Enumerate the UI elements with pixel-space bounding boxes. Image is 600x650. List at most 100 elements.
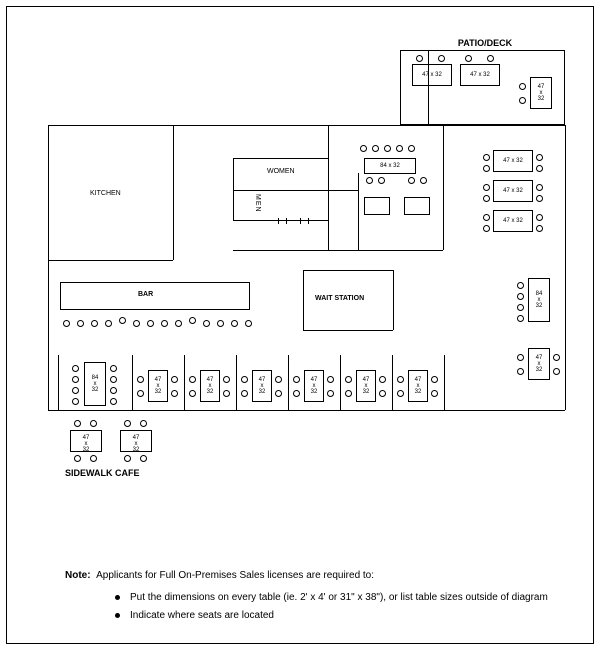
t-label: 47 x 32 bbox=[357, 377, 375, 395]
small-box bbox=[404, 197, 430, 215]
seat bbox=[372, 145, 379, 152]
table: 47 x 32 bbox=[493, 150, 533, 172]
seat bbox=[378, 177, 385, 184]
wall bbox=[565, 125, 566, 410]
wall bbox=[428, 50, 429, 125]
seat bbox=[189, 390, 196, 397]
seat bbox=[77, 320, 84, 327]
table: 47 x 32 bbox=[528, 348, 550, 380]
sidewalk-table-2: 47 x 32 bbox=[120, 430, 152, 452]
wall bbox=[303, 270, 304, 330]
seat bbox=[217, 320, 224, 327]
seat bbox=[397, 376, 404, 383]
seat bbox=[483, 225, 490, 232]
booth: 47 x 32 bbox=[200, 370, 220, 402]
seat bbox=[408, 177, 415, 184]
t-label: 47 x 32 bbox=[305, 377, 323, 395]
wall bbox=[233, 220, 328, 221]
seat bbox=[110, 398, 117, 405]
bullet-text: Indicate where seats are located bbox=[130, 610, 274, 621]
t-label: 47 x 32 bbox=[494, 218, 532, 224]
t-label: 47 x 32 bbox=[149, 377, 167, 395]
seat bbox=[517, 282, 524, 289]
seat bbox=[536, 225, 543, 232]
wall bbox=[48, 125, 428, 126]
bullet-icon bbox=[115, 613, 120, 618]
booth: 47 x 32 bbox=[356, 370, 376, 402]
seat bbox=[553, 354, 560, 361]
seat bbox=[536, 195, 543, 202]
seat bbox=[161, 320, 168, 327]
seat bbox=[175, 320, 182, 327]
seat bbox=[384, 145, 391, 152]
seat bbox=[245, 320, 252, 327]
seat bbox=[223, 390, 230, 397]
seat bbox=[74, 420, 81, 427]
seat bbox=[189, 376, 196, 383]
seat bbox=[327, 390, 334, 397]
seat bbox=[536, 154, 543, 161]
wall bbox=[48, 260, 173, 261]
divider bbox=[184, 355, 185, 410]
wall bbox=[48, 125, 49, 305]
bar-label: BAR bbox=[138, 291, 153, 298]
divider bbox=[288, 355, 289, 410]
seat bbox=[241, 390, 248, 397]
bullet-text: Put the dimensions on every table (ie. 2… bbox=[130, 592, 548, 603]
seat bbox=[345, 376, 352, 383]
seat bbox=[275, 376, 282, 383]
seat bbox=[408, 145, 415, 152]
seat bbox=[105, 320, 112, 327]
seat bbox=[189, 317, 196, 324]
table: 47 x 32 bbox=[493, 180, 533, 202]
seat bbox=[74, 455, 81, 462]
t-label: 47 x 32 bbox=[413, 72, 451, 78]
wall bbox=[233, 250, 443, 251]
t-label: 47 x 32 bbox=[121, 435, 151, 453]
seat bbox=[90, 455, 97, 462]
seat bbox=[483, 154, 490, 161]
seat bbox=[171, 376, 178, 383]
booth: 47 x 32 bbox=[304, 370, 324, 402]
patio-table-1: 47 x 32 bbox=[412, 64, 452, 86]
seat bbox=[327, 376, 334, 383]
wall bbox=[328, 125, 329, 250]
t-label: 47 x 32 bbox=[494, 188, 532, 194]
wall bbox=[233, 158, 234, 220]
seat bbox=[483, 214, 490, 221]
seat bbox=[63, 320, 70, 327]
t-label: 47 x 32 bbox=[253, 377, 271, 395]
wall bbox=[358, 173, 359, 250]
t-label: 47 x 32 bbox=[409, 377, 427, 395]
wall bbox=[303, 330, 393, 331]
seat bbox=[487, 55, 494, 62]
booth: 47 x 32 bbox=[148, 370, 168, 402]
kitchen-label: KITCHEN bbox=[90, 190, 121, 197]
patio-table-2: 47 x 32 bbox=[460, 64, 500, 86]
seat bbox=[345, 390, 352, 397]
divider bbox=[444, 355, 445, 410]
bar-box bbox=[60, 282, 250, 310]
wall bbox=[393, 270, 394, 330]
seat bbox=[483, 184, 490, 191]
seat bbox=[119, 317, 126, 324]
seat bbox=[483, 195, 490, 202]
seat bbox=[517, 368, 524, 375]
t-label: 84 x 32 bbox=[85, 375, 105, 393]
seat bbox=[140, 420, 147, 427]
seat bbox=[203, 320, 210, 327]
seat bbox=[72, 387, 79, 394]
seat bbox=[536, 214, 543, 221]
seat bbox=[140, 455, 147, 462]
wall bbox=[48, 305, 49, 410]
seat bbox=[431, 376, 438, 383]
note-line: Note: Applicants for Full On-Premises Sa… bbox=[65, 570, 374, 581]
small-box bbox=[364, 197, 390, 215]
seat bbox=[366, 177, 373, 184]
seat bbox=[553, 368, 560, 375]
bullet-2: Indicate where seats are located bbox=[115, 610, 274, 621]
seat bbox=[275, 390, 282, 397]
seat bbox=[90, 420, 97, 427]
sidewalk-table-1: 47 x 32 bbox=[70, 430, 102, 452]
seat bbox=[137, 376, 144, 383]
